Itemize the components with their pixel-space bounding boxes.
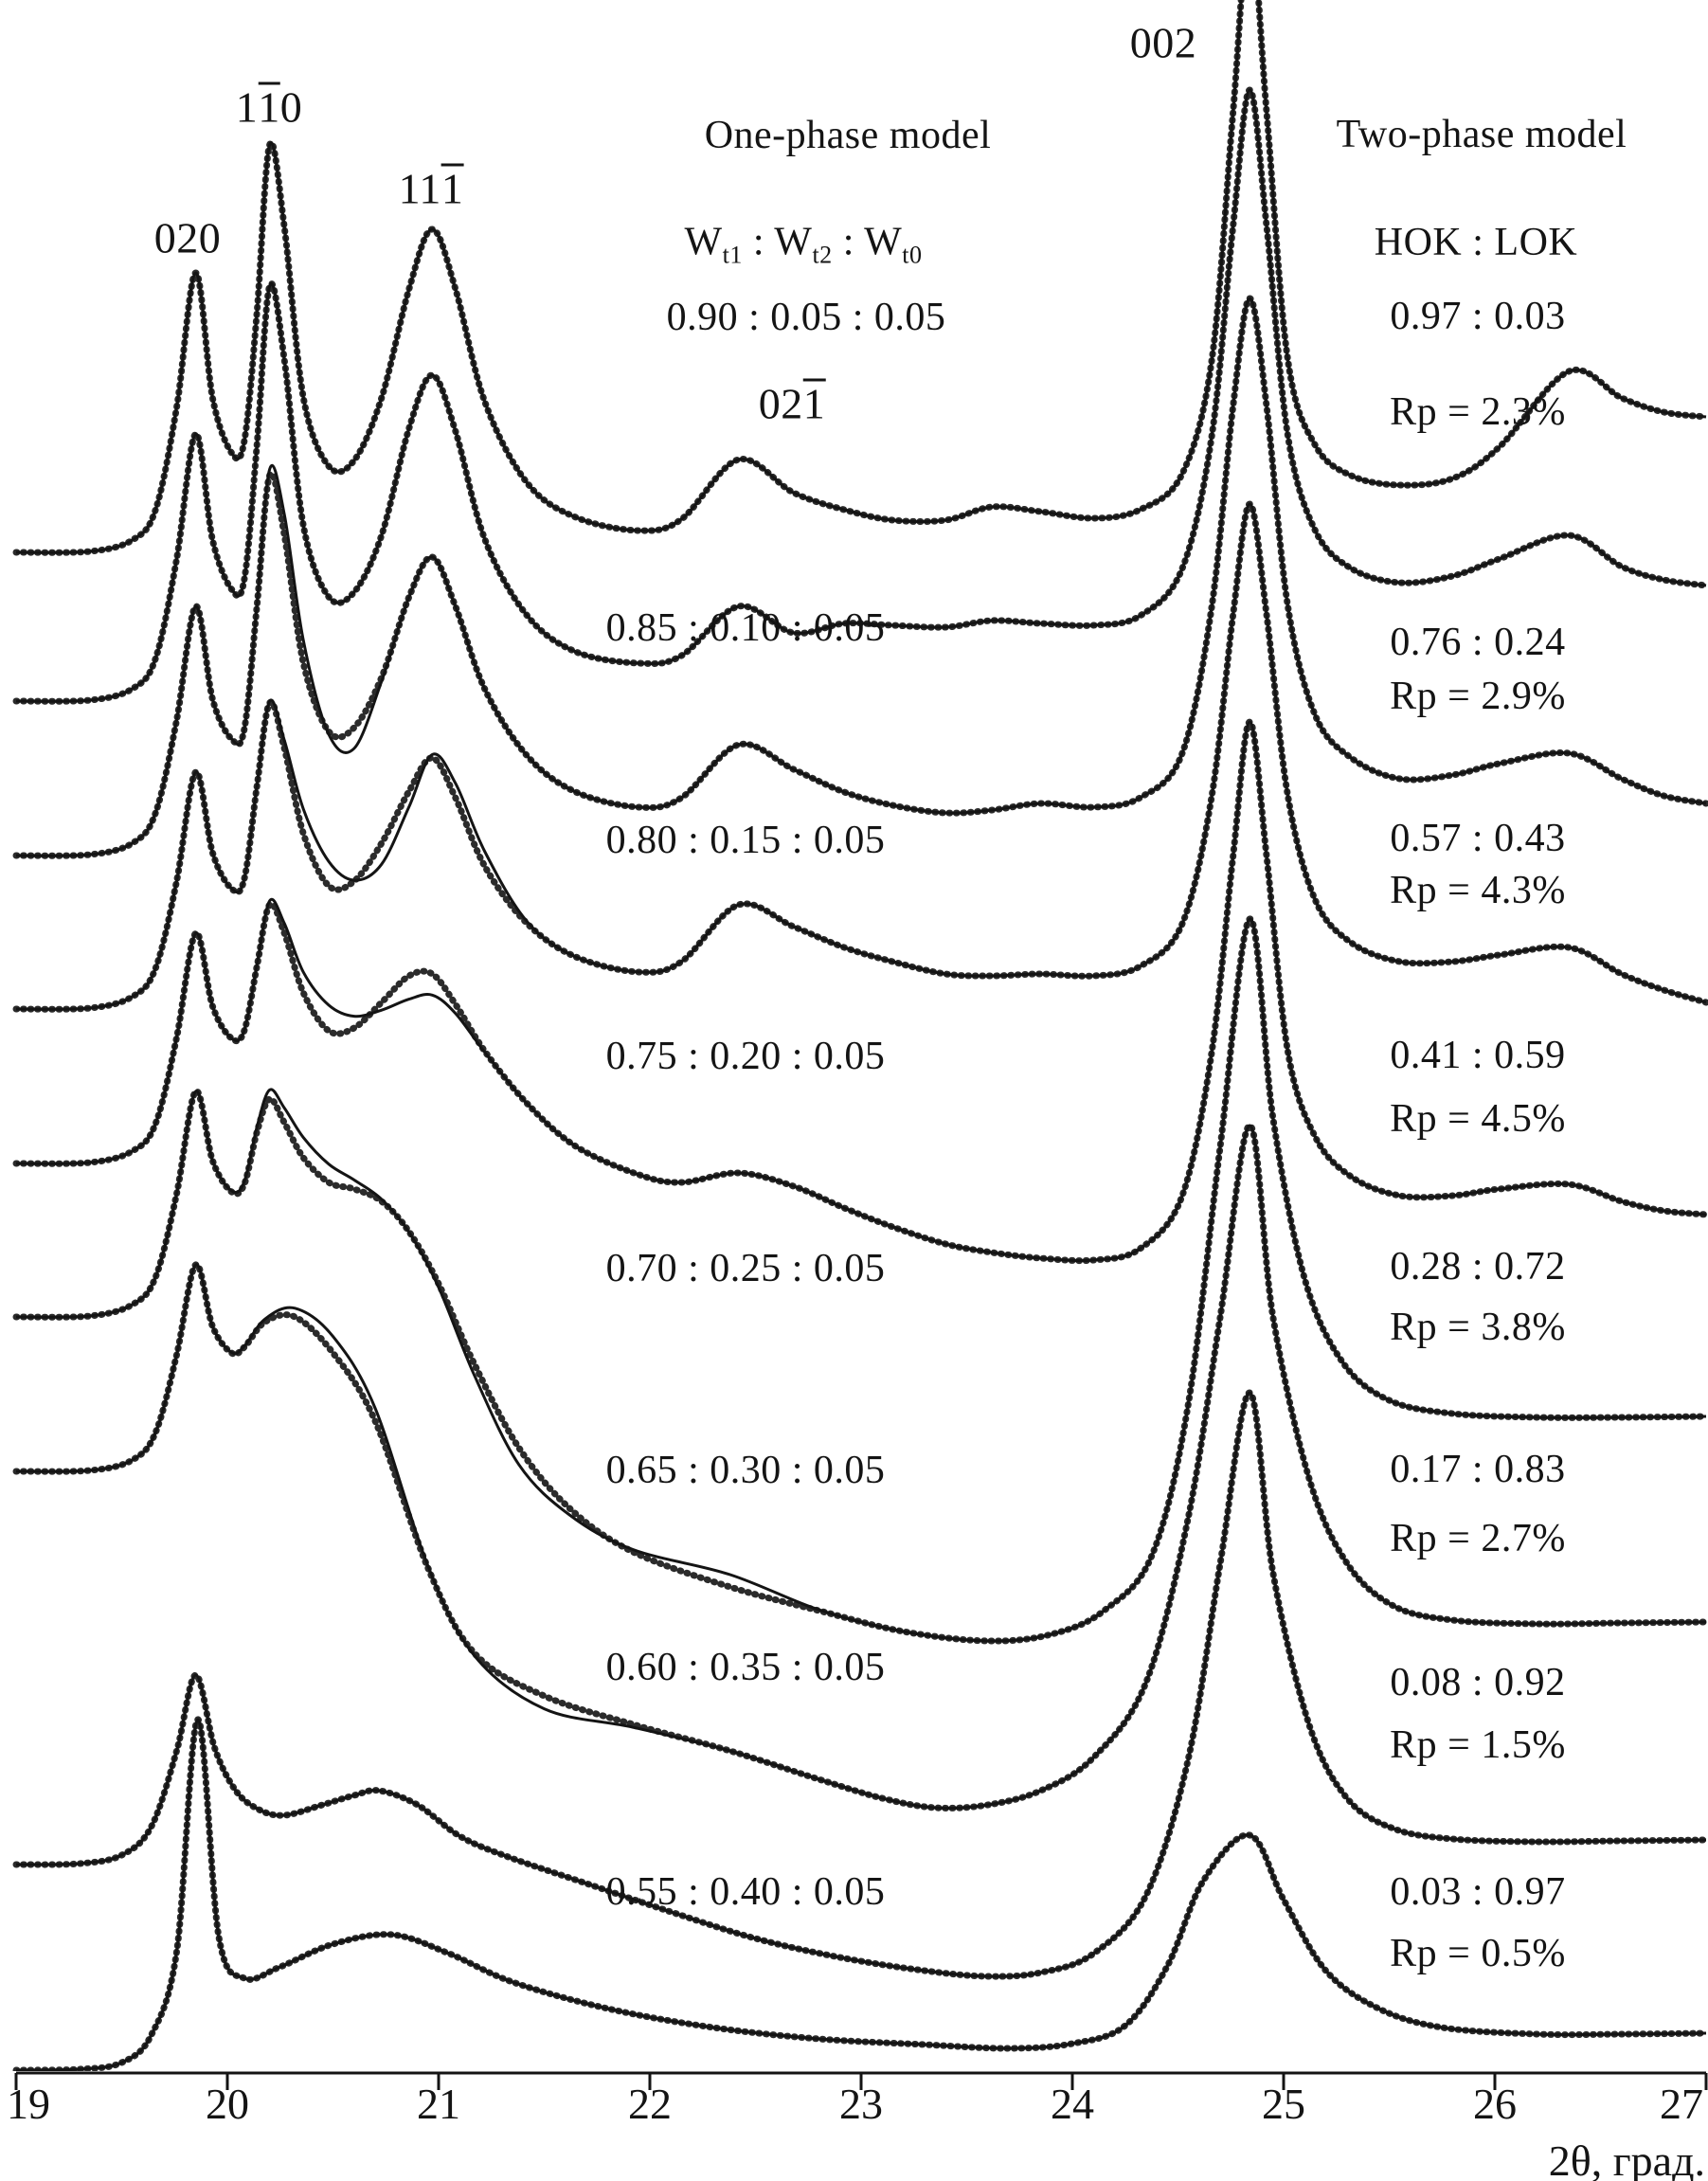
peak-label-4: 002 [1130, 18, 1197, 68]
one-phase-model-header: One-phase model [704, 114, 992, 157]
hok-lok-header: HOK : LOK [1374, 221, 1578, 264]
calculated-curve-trace-0.75 [15, 502, 1707, 1011]
rp-value-0: Rp = 2.3% [1390, 390, 1566, 434]
text-segment: W [774, 220, 813, 264]
one-phase-ratio-2: 0.80 : 0.15 : 0.05 [605, 819, 886, 862]
rp-value-7: Rp = 0.5% [1390, 1932, 1566, 1975]
x-tick-label-21: 21 [417, 2080, 460, 2128]
text-segment: : [742, 220, 775, 264]
peak-label-0: 020 [154, 213, 222, 263]
text-segment: 002 [1129, 18, 1197, 67]
one-phase-ratio-6: 0.60 : 0.35 : 0.05 [605, 1646, 886, 1689]
barred-digit: 1 [802, 378, 826, 428]
x-tick-label-27: 27 [1660, 2080, 1703, 2128]
calculated-curve-trace-0.85 [15, 88, 1707, 703]
x-tick-label-24: 24 [1051, 2080, 1094, 2128]
x-tick-label-20: 20 [206, 2080, 249, 2128]
text-segment: 02 [758, 379, 803, 428]
two-phase-ratio-0: 0.97 : 0.03 [1390, 295, 1566, 338]
text-segment: 1 [235, 82, 259, 132]
two-phase-ratio-6: 0.08 : 0.92 [1390, 1661, 1566, 1704]
peak-label-3: 021 [758, 378, 826, 429]
x-tick-label-23: 23 [839, 2080, 883, 2128]
x-axis: 19 20 21 22 23 24 25 26 27 2θ, град. [7, 2071, 1708, 2181]
trace-group [12, 0, 1708, 2071]
text-segment: W [684, 220, 723, 264]
calculated-curve-trace-0.55 [15, 1391, 1707, 1978]
calculated-curve-trace-0.65 [15, 917, 1707, 1643]
rp-value-5: Rp = 2.7% [1390, 1517, 1566, 1560]
observed-curve-trace-0.70 [12, 718, 1708, 1265]
one-phase-ratio-3: 0.75 : 0.20 : 0.05 [605, 1035, 886, 1078]
calculated-curve-trace-0.60 [15, 1124, 1707, 1810]
one-phase-ratio-0: 0.90 : 0.05 : 0.05 [666, 296, 946, 339]
two-phase-ratio-4: 0.28 : 0.72 [1390, 1245, 1566, 1289]
rp-value-6: Rp = 1.5% [1390, 1723, 1566, 1767]
one-phase-ratio-1: 0.85 : 0.10 : 0.05 [605, 606, 886, 650]
observed-curve-trace-0.75 [12, 500, 1708, 1013]
one-phase-ratio-7: 0.55 : 0.40 : 0.05 [605, 1870, 886, 1914]
barred-digit: 1 [258, 81, 280, 132]
two-phase-ratio-1: 0.76 : 0.24 [1390, 621, 1566, 664]
text-segment: 020 [153, 213, 222, 262]
text-segment: : [832, 220, 865, 264]
x-tick-label-26: 26 [1473, 2080, 1517, 2128]
peak-label-2: 111 [398, 163, 464, 214]
text-segment: 11 [398, 164, 441, 213]
text-segment: W [864, 220, 903, 264]
subscript: t1 [722, 241, 743, 269]
x-axis-unit-label: 2θ, град. [1549, 2136, 1705, 2181]
weight-ratio-header: Wt1 : Wt2 : Wt0 [684, 219, 922, 269]
peak-label-1: 110 [235, 81, 303, 133]
two-phase-model-header: Two-phase model [1336, 113, 1627, 156]
calculated-curve-trace-bottom [15, 1718, 1707, 2071]
one-phase-ratio-4: 0.70 : 0.25 : 0.05 [605, 1247, 886, 1290]
rp-value-4: Rp = 3.8% [1390, 1306, 1566, 1349]
subscript: t2 [812, 241, 833, 269]
rp-value-1: Rp = 2.9% [1390, 675, 1566, 718]
x-tick-label-25: 25 [1262, 2080, 1305, 2128]
two-phase-ratio-3: 0.41 : 0.59 [1390, 1034, 1566, 1077]
rp-value-2: Rp = 4.3% [1390, 869, 1566, 912]
calculated-curve-trace-0.70 [15, 720, 1707, 1263]
text-segment: 0 [279, 82, 303, 132]
rp-value-3: Rp = 4.5% [1390, 1097, 1566, 1141]
calculated-curve-trace-0.90 [15, 0, 1707, 554]
subscript: t0 [902, 241, 923, 269]
one-phase-ratio-5: 0.65 : 0.30 : 0.05 [605, 1449, 886, 1492]
barred-digit: 1 [440, 163, 464, 213]
x-tick-label-22: 22 [628, 2080, 672, 2128]
x-tick-label-19: 19 [7, 2080, 50, 2128]
calculated-curve-trace-0.80 [15, 297, 1707, 857]
two-phase-ratio-7: 0.03 : 0.97 [1390, 1870, 1566, 1914]
two-phase-ratio-2: 0.57 : 0.43 [1390, 817, 1566, 860]
two-phase-ratio-5: 0.17 : 0.83 [1390, 1448, 1566, 1491]
